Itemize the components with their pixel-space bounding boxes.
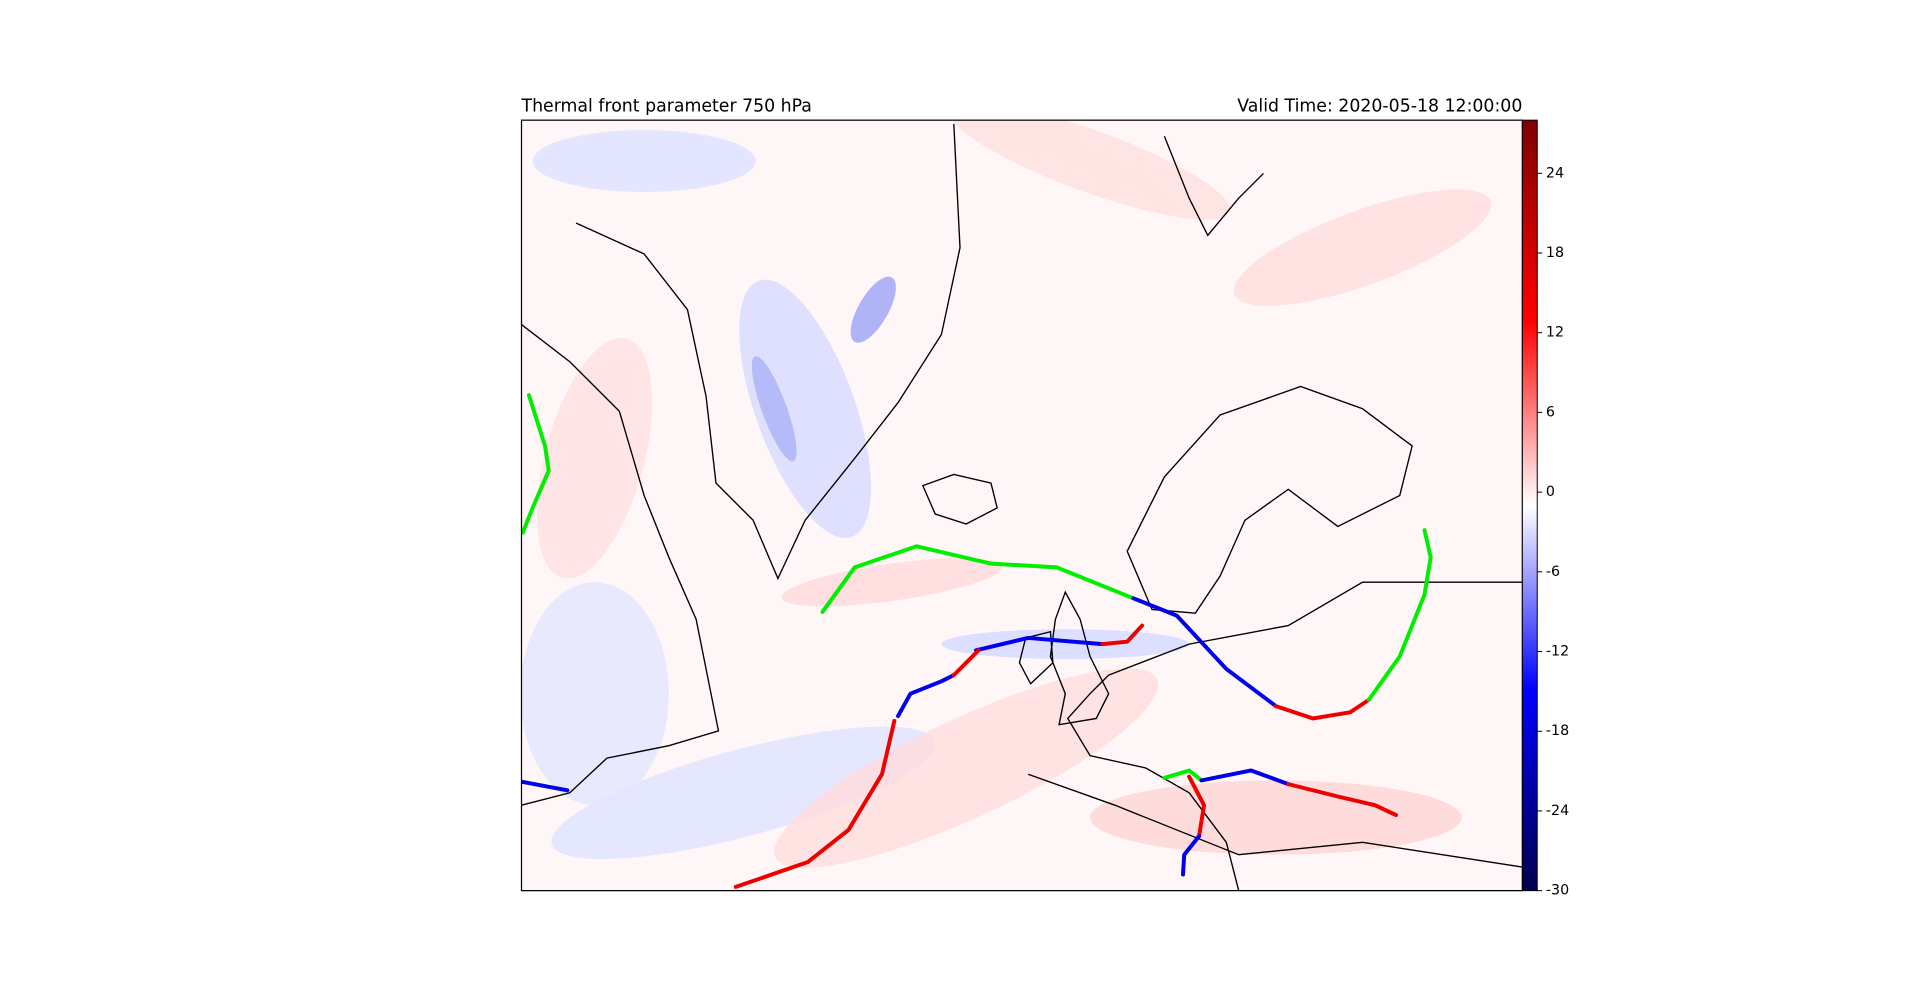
north-america [521, 324, 720, 806]
colorbar-tick-label: -6 [1546, 564, 1560, 580]
map-title: Thermal front parameter 750 hPa [520, 96, 811, 116]
front-line [733, 718, 897, 889]
front-line [951, 648, 981, 678]
front-line [521, 779, 570, 793]
iceland [921, 473, 998, 525]
front-line [1162, 768, 1204, 783]
front-line [1100, 623, 1145, 647]
front-line [1273, 697, 1371, 721]
valid-time: Valid Time: 2020-05-18 12:00:00 [1237, 96, 1522, 116]
scandinavia [1126, 385, 1413, 614]
africa [1027, 773, 1523, 868]
europe [1066, 581, 1523, 891]
map-field [521, 120, 1523, 891]
colorbar-tick-label: -30 [1546, 883, 1569, 899]
colorbar-tick-label: 18 [1546, 245, 1564, 261]
colorbar-tick-label: 24 [1546, 165, 1564, 181]
front-line [974, 635, 1105, 653]
colorbar-tick-label: -24 [1546, 803, 1569, 819]
front-line [521, 393, 551, 535]
colorbar-tick-label: 12 [1546, 325, 1564, 341]
front-line [1372, 803, 1399, 818]
front-line [1366, 528, 1433, 702]
colorbar-tick-label: 6 [1546, 404, 1555, 420]
front-line [820, 544, 1136, 614]
coastlines [521, 123, 1523, 891]
front-line [1131, 596, 1278, 709]
front-line [1187, 774, 1207, 839]
colorbar [1521, 119, 1538, 892]
fronts [521, 393, 1433, 889]
front-line [1286, 782, 1377, 808]
svalbard [1163, 136, 1264, 237]
britain [1049, 590, 1110, 726]
colorbar-tick-label: 0 [1546, 484, 1555, 500]
front-line [896, 673, 956, 718]
colorbar-tick-label: -18 [1546, 723, 1569, 739]
front-line [1180, 834, 1202, 877]
colorbar-tick-label: -12 [1546, 644, 1569, 660]
colorbar-ticks: 24 18 12 6 0 -6 -12 -18 -24 -30 [1537, 165, 1569, 899]
front-line [1199, 768, 1291, 787]
ireland [1018, 630, 1054, 685]
greenland [575, 123, 961, 581]
